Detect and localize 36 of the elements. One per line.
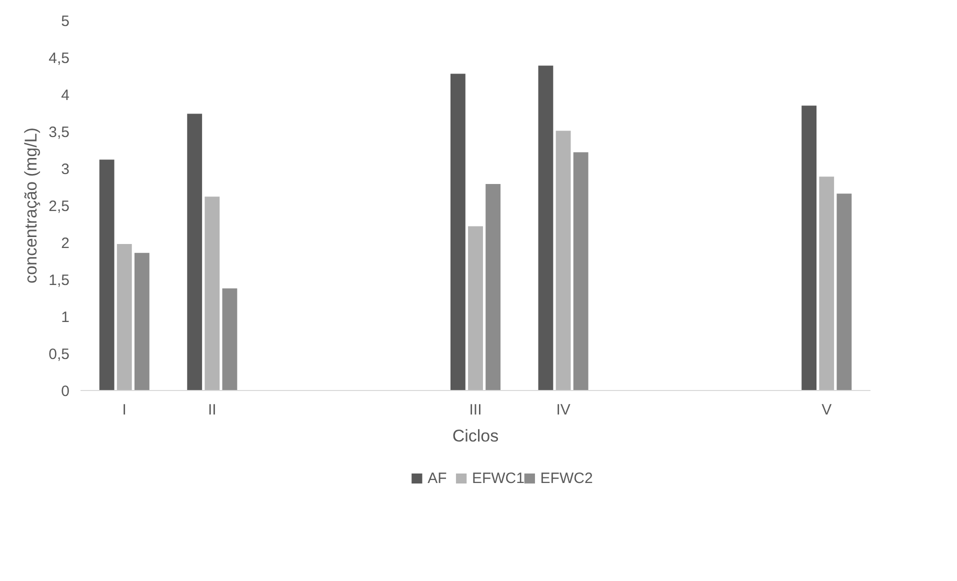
bar xyxy=(468,226,483,390)
bar xyxy=(802,106,817,390)
y-tick-label: 3 xyxy=(61,161,70,178)
bar xyxy=(187,114,202,390)
x-tick-label: I xyxy=(122,402,126,418)
y-tick-label: 1 xyxy=(61,309,70,326)
bar xyxy=(556,130,571,390)
bar xyxy=(99,160,114,390)
y-tick-label: 5 xyxy=(61,13,70,30)
bar xyxy=(222,288,238,390)
y-tick-label: 4,5 xyxy=(48,50,70,67)
y-tick-label: 1,5 xyxy=(48,272,70,289)
bar xyxy=(116,244,132,390)
x-axis-title: Ciclos xyxy=(452,426,499,446)
bar xyxy=(486,184,501,390)
y-tick-label: 4 xyxy=(61,87,70,104)
bar xyxy=(450,74,466,390)
y-axis-title: concentração (mg/L) xyxy=(22,128,41,284)
bar xyxy=(819,176,834,390)
legend-label: AF xyxy=(428,470,447,487)
y-tick-label: 2 xyxy=(61,235,70,252)
x-tick-label: III xyxy=(469,402,482,418)
x-tick-label: IV xyxy=(556,402,570,418)
legend-label: EFWC1 xyxy=(472,470,524,487)
bar xyxy=(538,66,554,390)
y-tick-label: 0,5 xyxy=(48,346,70,363)
bar xyxy=(134,252,150,390)
legend-label: EFWC2 xyxy=(540,470,593,487)
y-tick-label: 2,5 xyxy=(48,198,70,215)
x-tick-label: V xyxy=(822,402,832,418)
bar xyxy=(573,152,588,390)
x-tick-label: II xyxy=(208,402,216,418)
bar xyxy=(204,196,220,390)
y-tick-label: 3,5 xyxy=(48,124,70,141)
y-tick-label: 0 xyxy=(61,383,70,400)
bar xyxy=(836,194,852,390)
